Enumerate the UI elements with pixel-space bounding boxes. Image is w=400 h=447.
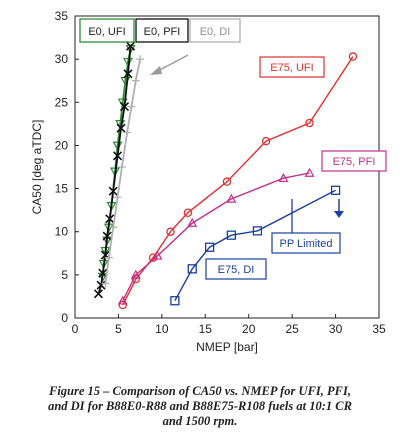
data-point-e75-ufi: [348, 52, 358, 61]
series-line-e75-ufi: [122, 56, 354, 306]
legend-label: E0, DI: [200, 26, 231, 38]
x-tick-label: 20: [242, 322, 256, 336]
legend-label: E0, PFI: [144, 26, 181, 38]
series-line-e0-pfi: [97, 46, 132, 295]
data-point-e75-di: [170, 296, 180, 306]
data-point-e75-pfi: [117, 295, 128, 305]
data-point-e0-pfi: [93, 289, 104, 299]
data-point-e0-di: [131, 76, 140, 85]
caption-line-2: and DI for B88E0-R88 and B88E75-R108 fue…: [48, 399, 352, 413]
annotation-pp-limited: PP Limited: [280, 238, 333, 250]
legend-box: [135, 18, 189, 43]
y-tick-label: 10: [55, 225, 69, 239]
data-point-e0-pfi: [102, 231, 112, 241]
data-point-e75-pfi: [278, 172, 289, 183]
pp-limit-arrow-head: [334, 211, 344, 218]
data-point-e75-ufi: [183, 208, 193, 217]
legend-arrow-head: [150, 66, 162, 75]
data-point-e0-di: [104, 253, 113, 262]
data-point-e75-ufi: [222, 177, 232, 186]
y-tick-label: 0: [61, 311, 68, 325]
caption-line-1: Figure 15 – Comparison of CA50 vs. NMEP …: [48, 384, 351, 398]
annotation-e75-pfi: E75, PFI: [333, 156, 376, 168]
legend-box: [189, 18, 241, 43]
data-point-e0-ufi: [109, 167, 120, 177]
data-point-e75-pfi: [304, 167, 315, 177]
y-tick-label: 30: [55, 52, 69, 66]
legend-label: E0, UFI: [88, 26, 125, 38]
x-tick-label: 30: [329, 322, 343, 336]
data-point-e75-ufi: [118, 300, 128, 310]
data-point-e75-di: [187, 264, 197, 274]
data-point-e75-ufi: [261, 136, 271, 146]
data-point-e0-pfi: [112, 151, 123, 161]
data-point-e0-di: [136, 55, 145, 64]
data-point-e75-di: [252, 226, 263, 236]
x-tick-label: 25: [285, 322, 299, 336]
caption-line-3: and 1500 rpm.: [162, 414, 238, 428]
data-point-e0-pfi: [119, 102, 130, 112]
data-point-e0-di: [113, 193, 122, 202]
y-tick-label: 25: [55, 95, 69, 109]
figure-caption: Figure 15 – Comparison of CA50 vs. NMEP …: [0, 384, 400, 429]
data-point-e75-di: [226, 230, 236, 240]
x-tick-label: 10: [155, 322, 169, 336]
data-point-e75-di: [204, 242, 215, 252]
data-point-e0-pfi: [126, 41, 136, 51]
data-point-e0-pfi: [96, 280, 106, 290]
data-point-e0-pfi: [123, 69, 133, 79]
series-line-e0-di: [104, 58, 141, 284]
data-point-e0-pfi: [116, 123, 126, 133]
y-tick-label: 35: [55, 9, 69, 23]
legend-arrow: [155, 54, 189, 73]
data-point-e0-ufi: [98, 259, 109, 269]
data-point-e0-pfi: [98, 268, 108, 278]
data-point-e0-pfi: [105, 214, 115, 224]
data-point-e0-pfi: [108, 186, 118, 196]
annotation-box: [271, 232, 341, 254]
y-tick-label: 20: [55, 138, 69, 152]
data-point-e0-di: [117, 163, 126, 171]
annotation-box: [259, 56, 325, 78]
data-point-e0-di: [123, 128, 132, 137]
x-axis-title: NMEP [bar]: [196, 340, 258, 354]
data-point-e75-pfi: [152, 250, 163, 260]
data-point-e75-pfi: [187, 217, 198, 227]
series-line-e75-di: [174, 189, 336, 302]
annotation-box: [321, 150, 387, 172]
data-point-e75-ufi: [305, 118, 314, 128]
x-tick-label: 15: [199, 322, 213, 336]
x-tick-label: 5: [115, 322, 122, 336]
y-tick-label: 15: [55, 182, 69, 196]
y-axis-title: CA50 [deg aTDC]: [30, 120, 44, 215]
x-tick-label: 35: [372, 322, 386, 336]
x-tick-label: 0: [72, 322, 79, 336]
annotation-e75-di: E75, DI: [218, 264, 255, 276]
annotation-e75-ufi: E75, UFI: [270, 62, 313, 74]
y-tick-label: 5: [61, 268, 68, 282]
data-point-e75-pfi: [130, 269, 141, 279]
data-point-e0-di: [127, 102, 136, 111]
data-point-e0-di: [109, 223, 118, 232]
data-point-e75-pfi: [226, 193, 237, 203]
legend-box: [79, 18, 135, 43]
annotation-box: [205, 258, 267, 280]
chart: 0 5 10 15 20 25 30 35 0 5 10 15 20 25 30 35 NMEP [bar] CA…: [30, 9, 387, 354]
data-point-e75-di: [330, 185, 341, 195]
data-point-e75-ufi: [148, 253, 158, 262]
data-point-e0-di: [101, 279, 110, 288]
series-line-e75-pfi: [122, 172, 310, 302]
data-point-e75-ufi: [166, 227, 175, 236]
